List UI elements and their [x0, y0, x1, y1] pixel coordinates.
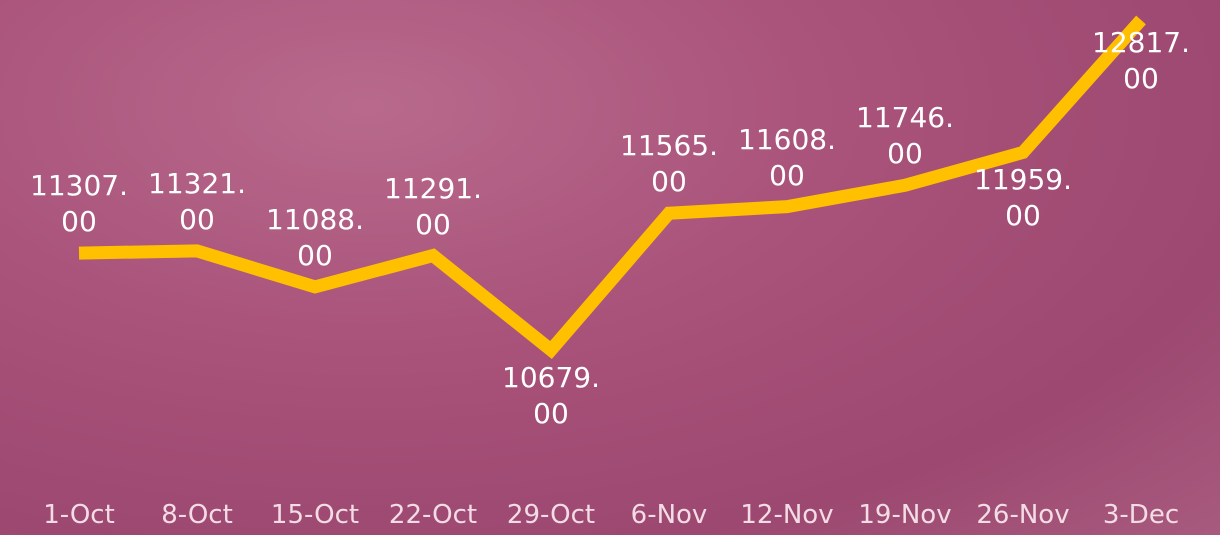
x-tick-label: 29-Oct: [491, 500, 611, 530]
plot-area: [0, 0, 1220, 535]
x-tick-label: 1-Oct: [19, 500, 139, 530]
x-tick-label: 12-Nov: [727, 500, 847, 530]
data-label: 11088.00: [261, 202, 369, 274]
data-label: 11307.00: [25, 168, 133, 240]
data-label: 11608.00: [733, 122, 841, 194]
x-tick-label: 19-Nov: [845, 500, 965, 530]
data-label: 11959.00: [969, 162, 1077, 234]
x-tick-label: 6-Nov: [609, 500, 729, 530]
data-label: 10679.00: [497, 360, 605, 432]
data-label: 11746.00: [851, 100, 959, 172]
data-label: 12817.00: [1087, 25, 1195, 97]
x-tick-label: 15-Oct: [255, 500, 375, 530]
x-tick-label: 3-Dec: [1081, 500, 1201, 530]
x-tick-label: 26-Nov: [963, 500, 1083, 530]
data-label: 11321.00: [143, 166, 251, 238]
x-tick-label: 22-Oct: [373, 500, 493, 530]
data-label: 11565.00: [615, 128, 723, 200]
data-label: 11291.00: [379, 171, 487, 243]
chart: 1-Oct8-Oct15-Oct22-Oct29-Oct6-Nov12-Nov1…: [0, 0, 1220, 535]
x-tick-label: 8-Oct: [137, 500, 257, 530]
